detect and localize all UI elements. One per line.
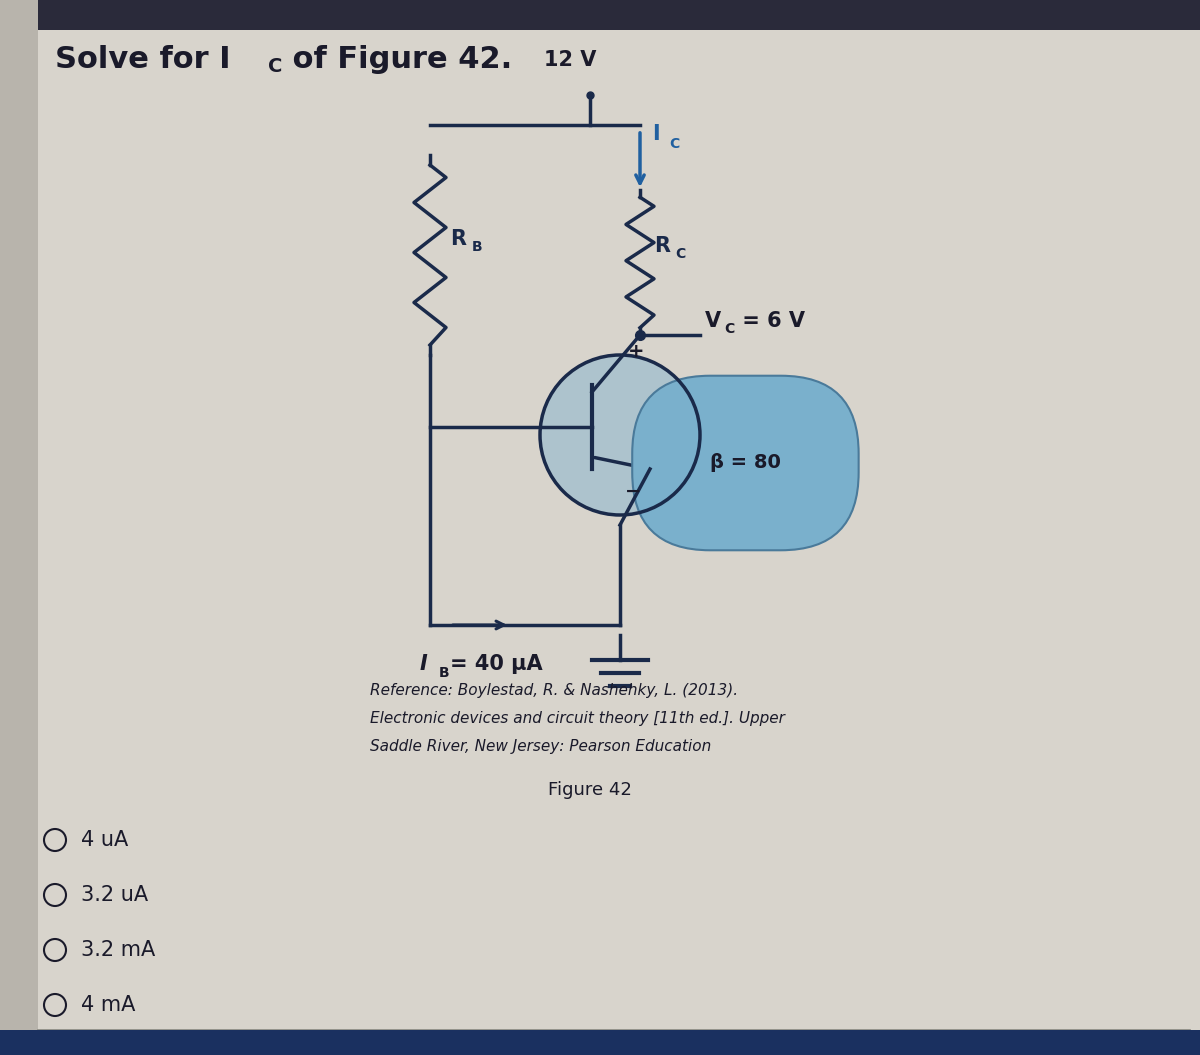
Bar bbox=[0, 1030, 1200, 1055]
Text: 3.2 mA: 3.2 mA bbox=[82, 940, 155, 960]
Bar bbox=[0, 0, 38, 1055]
Text: 4 uA: 4 uA bbox=[82, 830, 128, 850]
Text: 3.2 uA: 3.2 uA bbox=[82, 885, 148, 905]
Text: Electronic devices and circuit theory [11th ed.]. Upper: Electronic devices and circuit theory [1… bbox=[370, 711, 785, 726]
Text: Solve for I: Solve for I bbox=[55, 45, 230, 74]
Text: C: C bbox=[674, 248, 685, 262]
Text: +: + bbox=[628, 342, 644, 361]
Text: β = 80: β = 80 bbox=[710, 454, 781, 473]
Text: of Figure 42.: of Figure 42. bbox=[282, 45, 512, 74]
Bar bbox=[0, 0, 1200, 30]
Text: V: V bbox=[650, 439, 666, 459]
Text: 4 mA: 4 mA bbox=[82, 995, 136, 1015]
Text: −: − bbox=[625, 482, 641, 501]
Text: V: V bbox=[706, 311, 721, 331]
Text: = 6 V: = 6 V bbox=[734, 311, 805, 331]
Text: C: C bbox=[670, 137, 679, 151]
Text: B: B bbox=[472, 239, 482, 254]
Circle shape bbox=[540, 354, 700, 515]
Text: B: B bbox=[439, 666, 450, 680]
Text: I: I bbox=[652, 124, 660, 143]
Text: R: R bbox=[450, 229, 466, 249]
Text: C: C bbox=[724, 322, 734, 335]
Text: CE: CE bbox=[670, 450, 689, 465]
Text: C: C bbox=[268, 57, 282, 76]
Text: 12 V: 12 V bbox=[544, 50, 596, 70]
Text: Figure 42: Figure 42 bbox=[548, 781, 632, 799]
Text: Saddle River, New Jersey: Pearson Education: Saddle River, New Jersey: Pearson Educat… bbox=[370, 738, 712, 754]
Text: Reference: Boylestad, R. & Nashehky, L. (2013).: Reference: Boylestad, R. & Nashehky, L. … bbox=[370, 683, 738, 698]
Text: = 40 μA: = 40 μA bbox=[450, 654, 542, 674]
Text: R: R bbox=[654, 236, 670, 256]
Text: I: I bbox=[420, 654, 427, 674]
